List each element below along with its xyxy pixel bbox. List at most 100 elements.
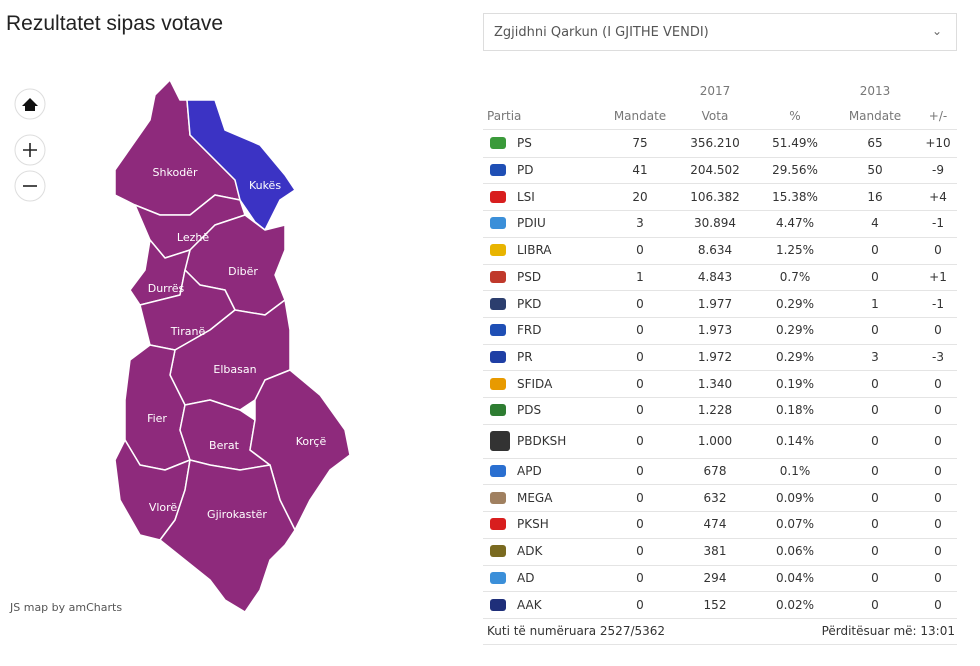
region-dropdown[interactable]: Zgjidhni Qarkun (I GJITHE VENDI) ⌄ xyxy=(483,13,957,51)
table-cell: 0.19% xyxy=(775,376,815,391)
party-name: AAK xyxy=(517,597,542,612)
table-cell: +10 xyxy=(925,136,951,151)
column-header: % xyxy=(789,109,801,123)
table-cell: 0 xyxy=(636,570,644,585)
table-cell: 106.382 xyxy=(690,189,740,204)
table-cell: 0 xyxy=(871,376,879,391)
party-name: PBDKSH xyxy=(517,433,567,448)
table-cell: 0 xyxy=(934,490,942,505)
party-logo xyxy=(490,297,506,310)
table-cell: 3 xyxy=(871,349,879,364)
table-cell: 8.634 xyxy=(697,243,733,258)
table-cell: 16 xyxy=(867,189,883,204)
map-region[interactable] xyxy=(249,369,351,531)
table-cell: -1 xyxy=(932,296,944,311)
table-cell: 0 xyxy=(636,376,644,391)
table-cell: 294 xyxy=(703,570,727,585)
column-header: Mandate xyxy=(848,109,902,123)
region-label: Berat xyxy=(209,439,240,452)
row-divider xyxy=(483,183,957,185)
table-cell: -9 xyxy=(932,163,944,178)
table-cell: 41 xyxy=(632,163,648,178)
zoom-out-button[interactable] xyxy=(14,170,46,202)
row-divider xyxy=(483,457,957,459)
table-cell: 0 xyxy=(934,544,942,559)
zoom-in-button[interactable] xyxy=(14,134,46,166)
row-divider xyxy=(483,511,957,513)
table-cell: +1 xyxy=(929,269,947,284)
year-header: 2017 xyxy=(699,84,731,98)
table-cell: 0 xyxy=(934,323,942,338)
region-label: Dibër xyxy=(228,265,258,278)
page-title: Rezultatet sipas votave xyxy=(6,12,224,35)
table-cell: 4 xyxy=(871,216,879,231)
table-cell: 0 xyxy=(934,597,942,612)
table-cell: +4 xyxy=(929,189,947,204)
party-name: PSD xyxy=(517,269,542,284)
table-cell: 65 xyxy=(867,136,883,151)
party-logo xyxy=(490,190,506,203)
counted-boxes: Kuti të numëruara 2527/5362 xyxy=(487,624,666,638)
table-cell: 0 xyxy=(871,243,879,258)
party-name: LSI xyxy=(517,189,535,204)
map-region[interactable] xyxy=(159,459,296,613)
table-cell: -1 xyxy=(932,216,944,231)
table-cell: 632 xyxy=(703,490,727,505)
table-cell: 0 xyxy=(934,433,942,448)
table-cell: 0 xyxy=(934,464,942,479)
table-cell: 3 xyxy=(636,216,644,231)
table-cell: 0 xyxy=(636,323,644,338)
table-cell: 0 xyxy=(636,403,644,418)
row-divider xyxy=(483,397,957,398)
region-label: Lezhë xyxy=(177,231,209,244)
table-cell: 15.38% xyxy=(772,189,818,204)
dropdown-caret: ⌄ xyxy=(931,24,942,38)
row-divider xyxy=(483,537,957,539)
region-label: Korçë xyxy=(296,435,327,448)
party-logo xyxy=(490,598,506,611)
table-cell: 0 xyxy=(636,517,644,532)
table-cell: 204.502 xyxy=(690,163,740,178)
table-cell: 0.14% xyxy=(775,433,815,448)
table-cell: 50 xyxy=(867,163,883,178)
row-divider xyxy=(483,370,957,372)
party-name: PR xyxy=(517,349,533,364)
table-cell: 0 xyxy=(934,570,942,585)
map-credit: JS map by amCharts xyxy=(9,601,122,614)
table-cell: 20 xyxy=(632,189,648,204)
table-cell: 0 xyxy=(871,597,879,612)
table-cell: 0 xyxy=(636,490,644,505)
table-cell: 0.09% xyxy=(775,490,815,505)
table-cell: 1.973 xyxy=(697,323,733,338)
table-cell: 1 xyxy=(871,296,879,311)
table-cell: 29.56% xyxy=(772,163,818,178)
table-cell: 0.04% xyxy=(775,570,815,585)
party-name: APD xyxy=(517,464,542,479)
row-divider xyxy=(483,644,957,645)
table-cell: 356.210 xyxy=(690,136,740,151)
table-cell: 51.49% xyxy=(772,136,818,151)
table-cell: 0 xyxy=(636,544,644,559)
table-cell: 0.06% xyxy=(775,544,815,559)
party-name: PKD xyxy=(517,296,542,311)
row-divider xyxy=(483,263,957,265)
party-name: ADK xyxy=(517,544,543,559)
party-logo xyxy=(490,430,510,451)
column-header: Partia xyxy=(487,109,522,123)
table-cell: 0 xyxy=(934,517,942,532)
table-cell: 0 xyxy=(871,544,879,559)
region-label: Kukës xyxy=(249,179,281,192)
table-cell: 30.894 xyxy=(694,216,736,231)
map-region[interactable] xyxy=(186,99,296,231)
party-logo xyxy=(490,217,506,230)
party-name: SFIDA xyxy=(517,376,553,391)
party-name: PDIU xyxy=(517,216,546,231)
region-label: Fier xyxy=(147,412,167,425)
region-label: Tiranë xyxy=(170,325,206,338)
map: JS map by amCharts Shkodër Kukës Lezhë Dibë… xyxy=(9,79,351,614)
row-divider xyxy=(483,564,957,566)
home-button[interactable] xyxy=(14,88,46,120)
party-logo xyxy=(490,518,506,531)
row-divider xyxy=(483,423,957,425)
party-logo xyxy=(490,350,506,363)
